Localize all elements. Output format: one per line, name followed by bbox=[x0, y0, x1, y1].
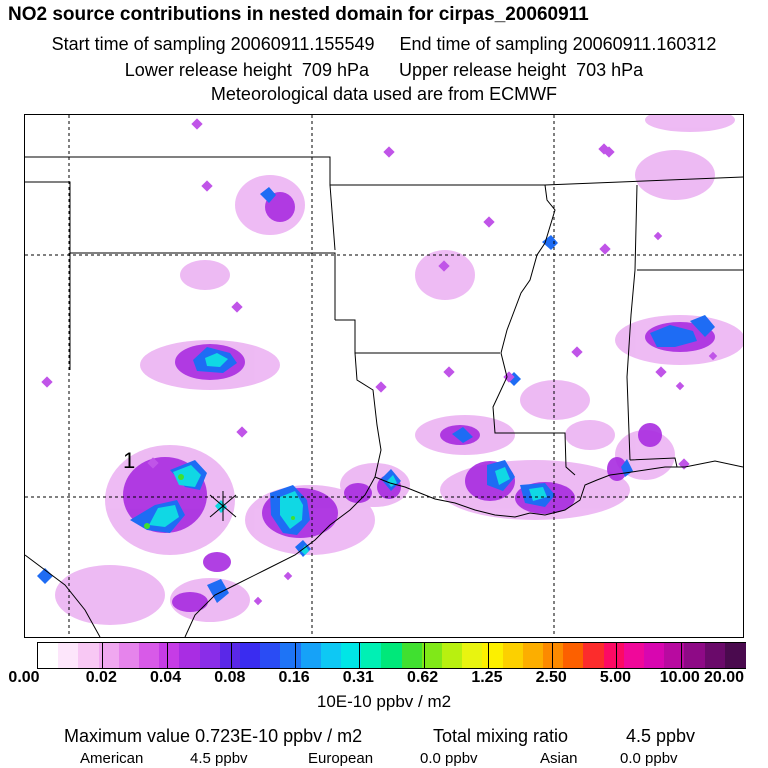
color-scale-tick-label: 10.00 bbox=[659, 669, 700, 686]
upper-release-value: 703 hPa bbox=[576, 60, 644, 80]
upper-release-label: Upper release height bbox=[399, 60, 567, 80]
color-scale-swatch bbox=[139, 643, 160, 668]
max-value-label: Maximum value bbox=[64, 726, 191, 746]
graticule bbox=[25, 115, 743, 637]
plot-title: NO2 source contributions in nested domai… bbox=[8, 4, 589, 25]
american-value: 4.5 ppbv bbox=[190, 750, 248, 767]
asian-value: 0.0 ppbv bbox=[620, 750, 678, 767]
color-scale-divider bbox=[423, 643, 425, 668]
color-scale-divider bbox=[616, 643, 618, 668]
map-canvas: 1 bbox=[25, 115, 743, 637]
color-scale-swatch bbox=[442, 643, 463, 668]
max-value-text: Maximum value 0.723E-10 ppbv / m2 bbox=[64, 726, 362, 747]
color-scale-swatch bbox=[583, 643, 605, 668]
color-scale-swatch bbox=[341, 643, 362, 668]
color-scale-bar bbox=[37, 642, 746, 669]
color-scale-swatch bbox=[159, 643, 181, 668]
color-scale-tick-label: 0.04 bbox=[149, 669, 182, 686]
color-scale-tick-label: 0.02 bbox=[85, 669, 117, 686]
plume-green bbox=[144, 474, 295, 529]
color-scale-tick-label: 2.50 bbox=[535, 669, 567, 686]
color-scale-swatch bbox=[623, 643, 645, 668]
color-scale-swatch bbox=[219, 643, 241, 668]
color-scale-swatch bbox=[421, 643, 443, 668]
color-scale-swatch bbox=[724, 643, 746, 668]
asian-label: Asian bbox=[540, 750, 578, 767]
color-scale-tick-label: 0.08 bbox=[214, 669, 246, 686]
color-scale-swatch bbox=[684, 643, 706, 668]
color-scale-swatch bbox=[482, 643, 504, 668]
color-scale-swatch bbox=[280, 643, 302, 668]
release-heights-line: Lower release height 709 hPa Upper relea… bbox=[0, 60, 768, 81]
color-scale-swatch bbox=[704, 643, 726, 668]
lower-release-value: 709 hPa bbox=[301, 60, 369, 80]
color-scale-tick-label: 0.62 bbox=[407, 669, 439, 686]
color-scale-divider bbox=[359, 643, 361, 668]
color-scale-tick-label: 0.31 bbox=[342, 669, 374, 686]
color-scale-divider bbox=[487, 643, 489, 668]
american-label: American bbox=[80, 750, 144, 767]
source-number-label: 1 bbox=[123, 448, 135, 473]
color-scale-swatch bbox=[300, 643, 322, 668]
color-scale-swatch bbox=[98, 643, 120, 668]
gulf-coastline bbox=[184, 466, 685, 637]
lower-release-label: Lower release height bbox=[124, 60, 292, 80]
release-location-marker bbox=[209, 491, 237, 521]
color-scale-swatch bbox=[381, 643, 403, 668]
color-scale-swatch bbox=[179, 643, 201, 668]
total-mixing-value: 4.5 ppbv bbox=[626, 726, 696, 746]
color-scale-swatch bbox=[58, 643, 80, 668]
color-scale-swatch bbox=[603, 643, 625, 668]
color-scale-swatch bbox=[118, 643, 140, 668]
end-time-label: End time of sampling bbox=[399, 34, 568, 54]
color-scale-divider bbox=[552, 643, 554, 668]
plume-halos bbox=[55, 115, 743, 625]
color-scale-swatch bbox=[502, 643, 524, 668]
color-scale-swatch bbox=[260, 643, 282, 668]
total-mixing-label: Total mixing ratio bbox=[433, 726, 569, 746]
color-scale-swatch bbox=[320, 643, 342, 668]
color-scale-swatch bbox=[563, 643, 585, 668]
color-scale-divider bbox=[230, 643, 232, 668]
color-scale-divider bbox=[295, 643, 297, 668]
color-scale-tick-label: 5.00 bbox=[599, 669, 632, 686]
international-border bbox=[25, 554, 101, 637]
european-value: 0.0 ppbv bbox=[420, 750, 478, 767]
color-scale-tick-label: 1.25 bbox=[471, 669, 503, 686]
color-scale-swatch bbox=[38, 643, 59, 668]
color-scale-swatch bbox=[664, 643, 686, 668]
color-scale-units: 10E-10 ppbv / m2 bbox=[316, 692, 452, 711]
color-scale-divider bbox=[680, 643, 682, 668]
met-data-line: Meteorological data used are from ECMWF bbox=[210, 84, 558, 104]
start-time-value: 20060911.155549 bbox=[230, 34, 375, 54]
european-label: European bbox=[308, 750, 374, 767]
end-time-value: 20060911.160312 bbox=[572, 34, 717, 54]
color-scale-swatch bbox=[199, 643, 221, 668]
max-value-number: 0.723E-10 ppbv / m2 bbox=[195, 726, 363, 746]
color-scale-swatch bbox=[522, 643, 544, 668]
start-time-label: Start time of sampling bbox=[51, 34, 226, 54]
color-scale-swatch bbox=[644, 643, 665, 668]
color-scale-tick-label: 0.16 bbox=[278, 669, 310, 686]
color-scale-divider bbox=[102, 643, 104, 668]
color-scale-swatch bbox=[240, 643, 261, 668]
sampling-times-line: Start time of sampling 20060911.155549 E… bbox=[0, 34, 768, 55]
color-scale-divider bbox=[166, 643, 168, 668]
state-boundaries bbox=[25, 156, 743, 478]
color-scale-tick-label: 0.00 bbox=[8, 669, 40, 686]
color-scale-swatch bbox=[401, 643, 423, 668]
color-scale-tick-label: 20.00 bbox=[703, 669, 745, 686]
color-scale-swatch bbox=[462, 643, 484, 668]
plume-cyan bbox=[149, 353, 547, 555]
concentration-map[interactable]: 1 bbox=[24, 114, 744, 638]
color-scale-swatch bbox=[543, 643, 564, 668]
color-scale-swatch bbox=[78, 643, 100, 668]
color-scale-swatch bbox=[361, 643, 383, 668]
